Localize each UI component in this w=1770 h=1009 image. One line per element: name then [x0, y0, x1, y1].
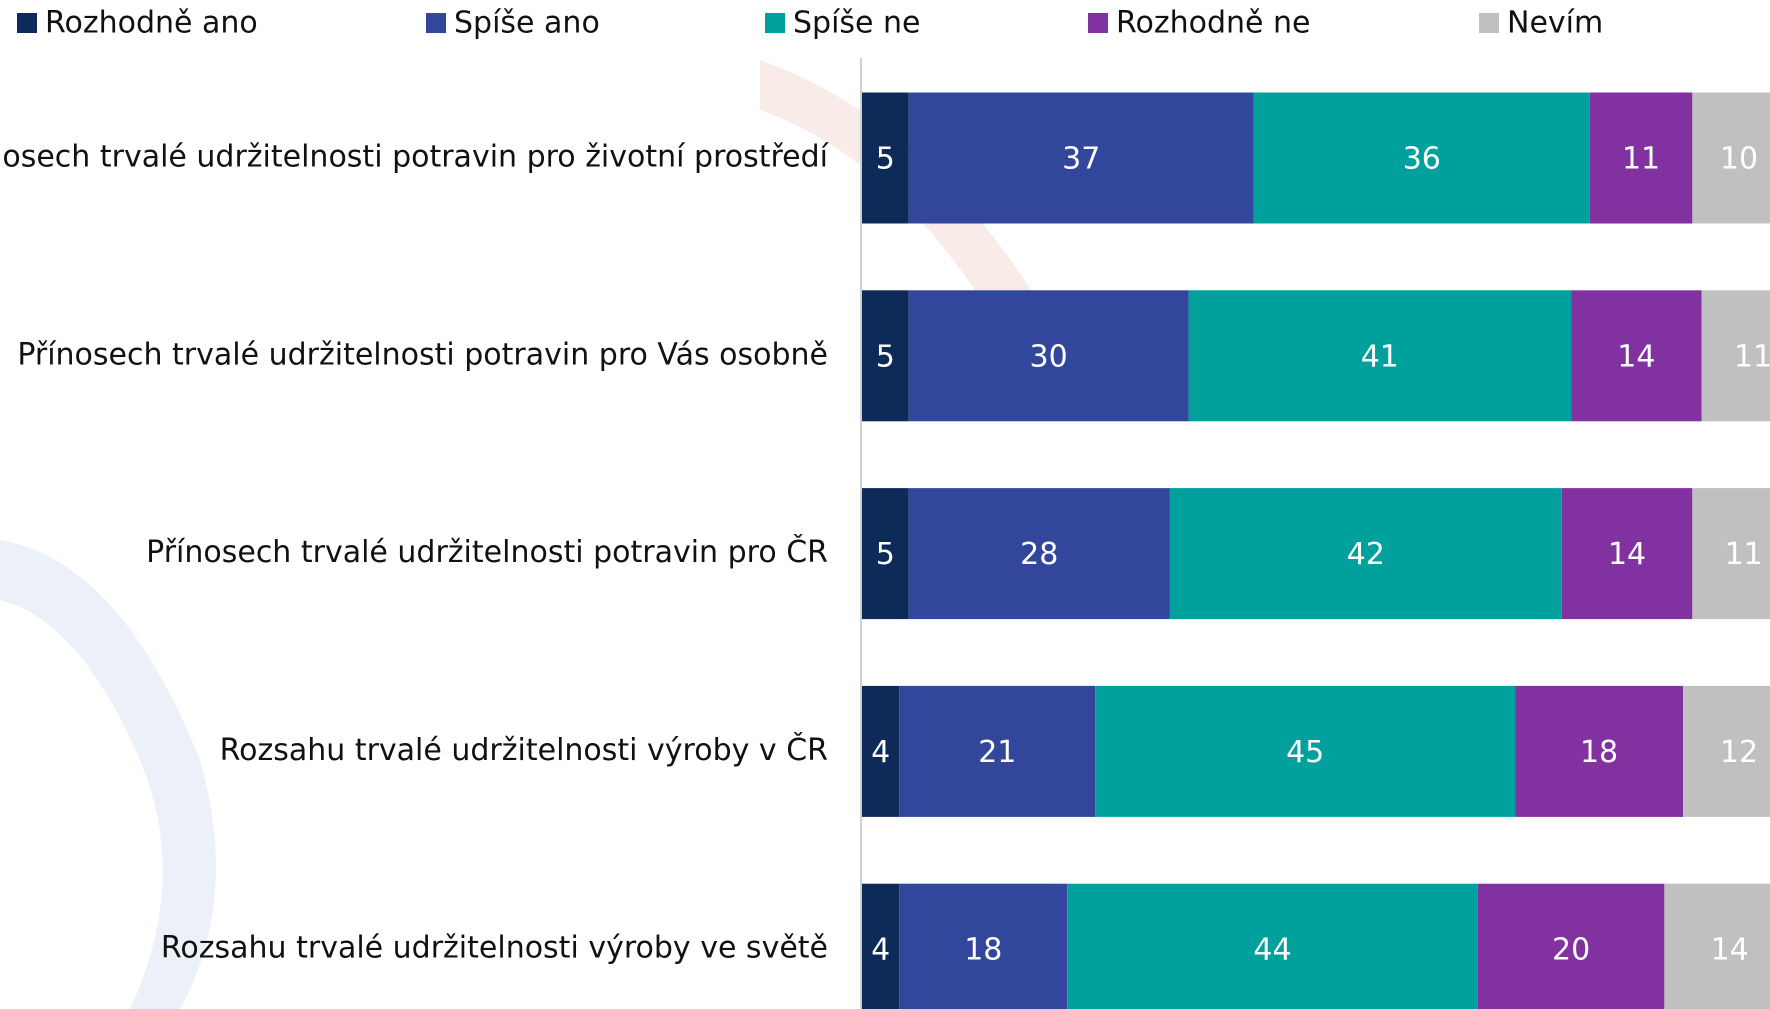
y-tick-label: Přínosech trvalé udržitelnosti potravin … [0, 140, 830, 175]
legend-swatch [426, 13, 446, 33]
legend-label: Nevím [1507, 6, 1603, 41]
data-label: 18 [1580, 735, 1618, 770]
y-tick-label: Přínosech trvalé udržitelnosti potravin … [146, 533, 828, 570]
data-label: 12 [1720, 735, 1758, 770]
data-label: 11 [1622, 142, 1660, 177]
y-tick-label: Rozsahu trvalé udržitelnosti výroby v ČR [220, 731, 828, 768]
data-label: 18 [964, 933, 1002, 968]
chart: Rozhodně ano Spíše ano Spíše ne Rozhodně ne… [0, 0, 1770, 1009]
data-label: 42 [1347, 537, 1385, 572]
legend-label: Spíše ano [454, 6, 600, 41]
data-label: 28 [1020, 537, 1058, 572]
data-label: 10 [1720, 142, 1758, 177]
data-label: 5 [876, 339, 895, 374]
data-label: 4 [871, 735, 890, 770]
legend-swatch [17, 13, 37, 33]
legend-swatch [1479, 13, 1499, 33]
legend-label: Spíše ne [793, 6, 921, 41]
data-label: 20 [1552, 933, 1590, 968]
y-tick-label: Přínosech trvalé udržitelnosti potravin … [17, 337, 828, 372]
data-label: 45 [1286, 735, 1324, 770]
legend-label: Rozhodně ne [1116, 6, 1311, 41]
data-label: 21 [978, 735, 1016, 770]
data-label: 11 [1725, 537, 1763, 572]
data-label: 36 [1403, 142, 1441, 177]
data-label: 14 [1617, 339, 1655, 374]
data-label: 4 [871, 933, 890, 968]
data-label: 14 [1608, 537, 1646, 572]
data-label: 14 [1711, 933, 1749, 968]
data-label: 41 [1361, 339, 1399, 374]
legend-swatch [765, 13, 785, 33]
data-label: 5 [876, 537, 895, 572]
data-label: 11 [1734, 339, 1770, 374]
data-label: 37 [1062, 142, 1100, 177]
data-label: 44 [1253, 933, 1291, 968]
data-label: 30 [1030, 339, 1068, 374]
legend-swatch [1088, 13, 1108, 33]
data-label: 5 [876, 142, 895, 177]
legend-label: Rozhodně ano [45, 6, 258, 41]
y-tick-label: Rozsahu trvalé udržitelnosti výroby ve s… [161, 931, 828, 966]
